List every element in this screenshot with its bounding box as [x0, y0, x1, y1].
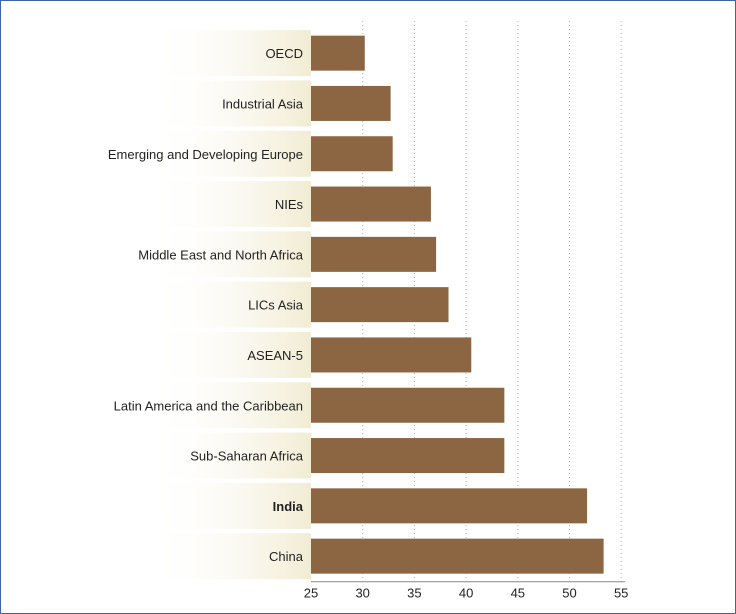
category-label: Industrial Asia — [222, 96, 304, 111]
bar-asean-5 — [311, 337, 472, 373]
bar-india — [311, 488, 588, 524]
x-tick-label: 45 — [511, 585, 525, 600]
category-label: OECD — [265, 46, 303, 61]
category-label: Emerging and Developing Europe — [108, 147, 303, 162]
label-band — [146, 231, 311, 278]
label-band — [146, 181, 311, 228]
category-label: ASEAN-5 — [247, 348, 303, 363]
x-tick-label: 50 — [562, 585, 576, 600]
category-label: India — [273, 499, 304, 514]
bar-middle-east-and-north-africa — [311, 236, 437, 272]
label-band — [146, 130, 311, 177]
x-tick-label: 40 — [459, 585, 473, 600]
bars — [311, 35, 604, 574]
bar-latin-america-and-the-caribbean — [311, 387, 505, 423]
x-tick-label: 55 — [614, 585, 628, 600]
category-label: LICs Asia — [248, 298, 304, 313]
label-band — [146, 482, 311, 529]
bar-china — [311, 538, 604, 574]
x-tick-label: 35 — [407, 585, 421, 600]
x-tick-label: 25 — [304, 585, 318, 600]
category-label: Middle East and North Africa — [138, 247, 304, 262]
label-band — [146, 331, 311, 378]
category-labels: OECD Industrial Asia Emerging and Developi… — [108, 46, 304, 564]
category-label: NIEs — [275, 197, 304, 212]
category-label: China — [269, 549, 304, 564]
bar-lics-asia — [311, 287, 449, 323]
label-band — [146, 30, 311, 77]
bar-nies — [311, 186, 431, 222]
label-bands — [146, 30, 311, 580]
bar-oecd — [311, 35, 365, 71]
bar-industrial-asia — [311, 85, 391, 121]
label-band — [146, 80, 311, 127]
bar-emerging-and-developing-europe — [311, 136, 393, 172]
label-band — [146, 382, 311, 429]
x-axis-ticks: 25 30 35 40 45 50 55 — [304, 581, 628, 600]
label-band — [146, 432, 311, 479]
x-tick-label: 30 — [355, 585, 369, 600]
bar-sub-saharan-africa — [311, 438, 505, 474]
category-label: Latin America and the Caribbean — [114, 398, 303, 413]
category-label: Sub-Saharan Africa — [190, 449, 304, 464]
label-band — [146, 533, 311, 580]
label-band — [146, 281, 311, 328]
